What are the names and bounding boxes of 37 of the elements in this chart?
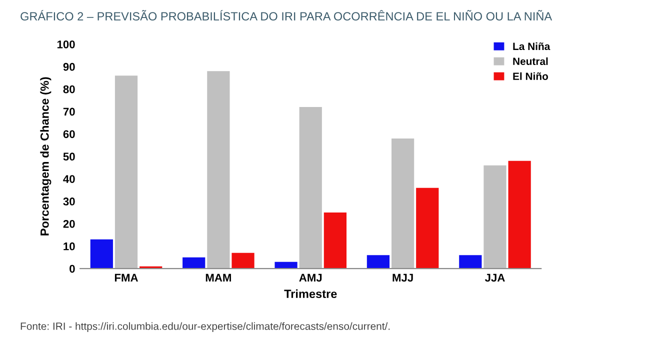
- bar: [182, 257, 206, 269]
- y-tick-label: 40: [63, 175, 75, 183]
- bar: [484, 165, 506, 269]
- bar: [114, 76, 138, 269]
- bar: [508, 160, 531, 269]
- y-tick-label: 20: [63, 220, 75, 228]
- bar: [416, 188, 439, 269]
- y-tick-label: 90: [63, 62, 75, 71]
- x-tick-label: JJA: [484, 274, 505, 282]
- bar: [324, 212, 347, 269]
- x-tick-label: FMA: [114, 274, 138, 282]
- y-tick-label: 70: [63, 108, 75, 116]
- y-tick-label: 50: [63, 152, 75, 161]
- chart-title: GRÁFICO 2 – PREVISÃO PROBABILÍSTICA DO IRI PARA OCORRÊNCIA DE EL NIÑO OU LA NIÑA: [20, 10, 552, 21]
- y-tick-label: 80: [63, 85, 75, 94]
- x-tick-label: MJJ: [392, 274, 413, 282]
- bar: [207, 71, 230, 269]
- legend-label: Neutral: [513, 57, 548, 66]
- y-tick-label: 60: [63, 130, 75, 138]
- y-tick-label: 10: [64, 242, 75, 250]
- y-axis-title: Porcentagem de Chance (%): [40, 77, 52, 236]
- y-tick-label: 100: [57, 40, 75, 48]
- legend-label: La Niña: [513, 42, 550, 50]
- bar: [366, 255, 390, 269]
- bar: [274, 262, 298, 269]
- source-note: Fonte: IRI - https://iri.columbia.edu/our-expertise/climate/forecasts/enso/current/.: [20, 322, 390, 332]
- bar: [90, 239, 113, 269]
- x-tick-label: AMJ: [299, 274, 322, 282]
- legend-label: El Niño: [513, 72, 548, 80]
- bar: [299, 107, 322, 269]
- bar: [391, 138, 414, 269]
- bar: [459, 255, 482, 269]
- bar: [232, 252, 254, 269]
- y-tick-label: 30: [63, 198, 75, 206]
- y-tick-label: 0: [70, 264, 75, 273]
- x-axis-title: Trimestre: [284, 289, 337, 298]
- x-tick-label: MAM: [206, 274, 231, 282]
